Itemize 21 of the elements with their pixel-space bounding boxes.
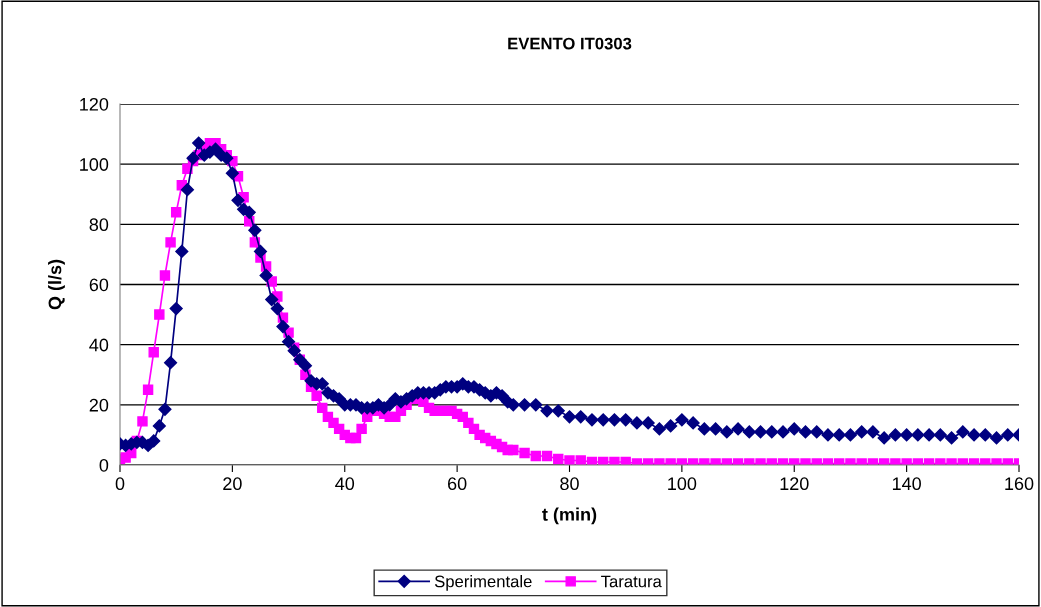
x-tick-label: 20 bbox=[223, 477, 242, 491]
chart-title: EVENTO IT0303 bbox=[508, 37, 632, 50]
x-tick-label: 80 bbox=[560, 477, 579, 491]
y-tick-label: 40 bbox=[89, 338, 109, 352]
y-tick-label: 100 bbox=[80, 158, 109, 171]
x-axis-title: t (min) bbox=[542, 507, 597, 525]
x-tick-label: 40 bbox=[335, 477, 355, 491]
x-tick-label: 0 bbox=[115, 477, 125, 491]
legend-label: Sperimentale bbox=[434, 575, 532, 591]
y-tick-label: 20 bbox=[89, 398, 109, 412]
y-tick-label: 80 bbox=[89, 218, 109, 232]
y-tick-label: 0 bbox=[99, 458, 109, 472]
legend-label: Taratura bbox=[601, 575, 662, 588]
y-axis-title: Q (l/s) bbox=[48, 259, 65, 310]
x-tick-label: 60 bbox=[448, 477, 467, 491]
y-tick-label: 120 bbox=[80, 97, 109, 111]
x-tick-label: 140 bbox=[892, 477, 921, 491]
x-tick-label: 120 bbox=[780, 477, 809, 491]
y-tick-label: 60 bbox=[89, 278, 109, 292]
x-tick-label: 160 bbox=[1005, 477, 1034, 491]
x-tick-label: 100 bbox=[668, 477, 697, 491]
